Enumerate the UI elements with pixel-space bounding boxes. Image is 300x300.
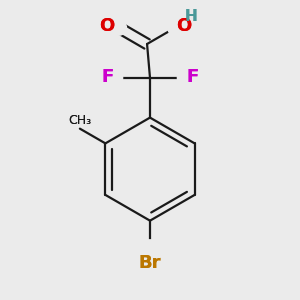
Text: Br: Br: [139, 254, 161, 272]
Text: CH₃: CH₃: [68, 114, 92, 127]
Circle shape: [141, 240, 159, 257]
Circle shape: [112, 20, 126, 35]
Text: F: F: [101, 68, 113, 86]
Text: O: O: [99, 17, 115, 35]
Text: F: F: [187, 68, 199, 86]
Text: F: F: [187, 68, 199, 86]
Text: H: H: [185, 8, 198, 23]
Circle shape: [110, 71, 123, 84]
Text: O: O: [176, 17, 192, 35]
Text: CH₃: CH₃: [68, 114, 92, 127]
Text: O: O: [99, 17, 115, 35]
Text: F: F: [101, 68, 113, 86]
Circle shape: [168, 20, 182, 35]
Text: H: H: [185, 8, 198, 23]
Circle shape: [177, 71, 190, 84]
Text: O: O: [176, 17, 192, 35]
Text: Br: Br: [139, 254, 161, 272]
